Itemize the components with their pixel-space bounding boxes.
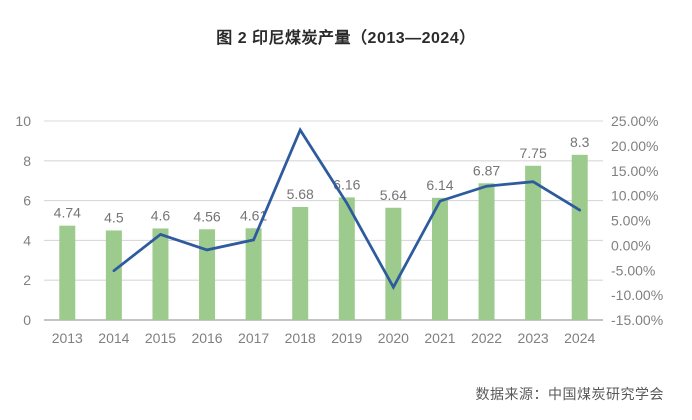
x-axis-label-2017: 2017 [238,330,269,346]
x-axis-label-2019: 2019 [331,330,362,346]
bar-label-2021: 6.14 [426,177,453,193]
right-axis-tick-label: 0.00% [611,237,651,253]
bar-2022 [478,183,495,320]
bar-2023 [525,165,542,320]
bar-label-2022: 6.87 [473,162,500,178]
x-axis-label-2016: 2016 [191,330,222,346]
bar-label-2014: 4.5 [104,209,124,225]
x-axis-label-2021: 2021 [424,330,455,346]
bar-label-2016: 4.56 [193,208,220,224]
x-axis-label-2024: 2024 [564,330,595,346]
bar-label-2018: 5.68 [287,186,314,202]
x-axis-label-2022: 2022 [471,330,502,346]
bar-2021 [431,197,448,320]
x-axis-label-2015: 2015 [145,330,176,346]
x-axis-label-2018: 2018 [285,330,316,346]
bar-label-2020: 5.64 [380,187,407,203]
bar-2016 [199,229,216,320]
left-axis-tick-label: 0 [23,312,31,328]
right-axis-tick-label: 15.00% [611,163,658,179]
bar-2024 [571,154,588,320]
chart-title: 图 2 印尼煤炭产量（2013—2024） [216,30,476,47]
x-axis-label-2023: 2023 [518,330,549,346]
left-axis-tick-label: 4 [23,232,31,248]
right-axis-tick-label: -10.00% [611,287,663,303]
right-axis-tick-label: -15.00% [611,312,663,328]
bar-label-2017: 4.61 [240,207,267,223]
bar-label-2019: 6.16 [333,176,360,192]
x-axis-label-2020: 2020 [378,330,409,346]
right-axis-tick-label: -5.00% [611,262,655,278]
bar-2017 [245,228,262,320]
left-axis-tick-label: 10 [15,113,31,129]
bar-2014 [105,230,122,320]
bar-2013 [59,225,76,320]
right-axis-tick-label: 20.00% [611,138,658,154]
bar-2019 [338,197,355,320]
left-axis-tick-label: 6 [23,193,31,209]
data-source-note: 数据来源：中国煤炭研究学会 [475,386,664,402]
right-axis-tick-label: 5.00% [611,213,651,229]
left-axis-tick-label: 8 [23,153,31,169]
bar-2018 [292,206,309,320]
bar-label-2024: 8.3 [570,134,590,150]
bar-label-2013: 4.74 [54,205,81,221]
right-axis-tick-label: 10.00% [611,188,658,204]
bar-2020 [385,207,402,320]
left-axis-tick-label: 2 [23,272,31,288]
bar-label-2023: 7.75 [520,145,547,161]
x-axis-label-2014: 2014 [98,330,129,346]
right-axis-tick-label: 25.00% [611,113,658,129]
growth-rate-line [112,127,582,291]
x-axis-label-2013: 2013 [52,330,83,346]
bar-label-2015: 4.6 [151,207,171,223]
bar-2015 [152,228,169,320]
